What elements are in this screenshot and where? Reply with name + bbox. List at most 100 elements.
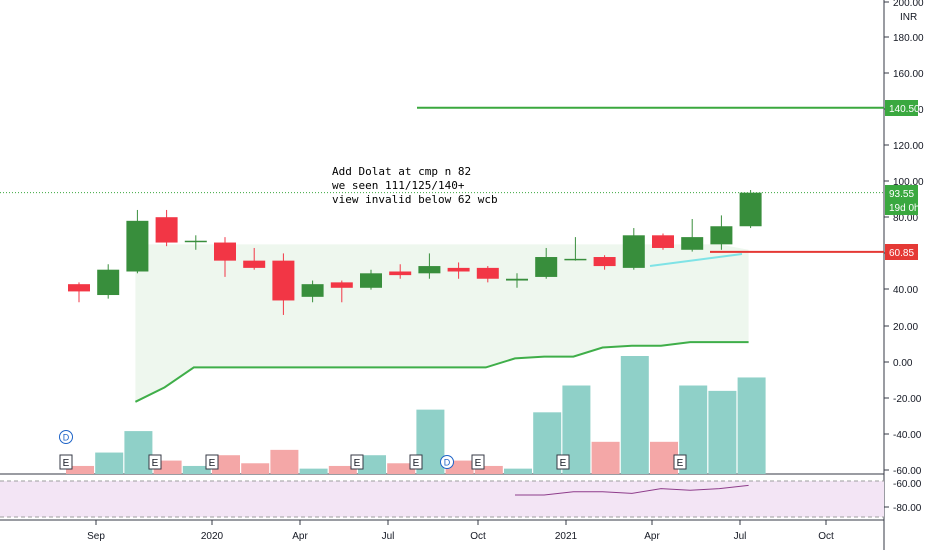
x-tick-label: 2021 bbox=[555, 531, 578, 542]
volume-bar bbox=[241, 463, 270, 474]
trail-line bbox=[649, 253, 743, 267]
y-tick-label: 100.00 bbox=[893, 177, 924, 188]
x-tick-label: Apr bbox=[292, 531, 308, 542]
earnings-marker bbox=[205, 454, 219, 470]
time-axis[interactable]: Sep 2020 Apr Jul Oct 2021 Apr Jul Oct bbox=[87, 520, 834, 542]
y-tick-label: 40.00 bbox=[893, 285, 918, 296]
event-markers: E E E E E E E E D D bbox=[59, 430, 687, 470]
earnings-marker-label: E bbox=[560, 458, 567, 469]
band-layer bbox=[134, 244, 749, 403]
x-tick-label: Jul bbox=[382, 531, 395, 542]
candle-body bbox=[418, 266, 441, 274]
candle-body bbox=[126, 220, 149, 272]
volume-bar bbox=[358, 455, 386, 474]
target-price-text: 140.50 bbox=[889, 104, 920, 115]
y-tick-label: -20.00 bbox=[893, 394, 922, 405]
candle-body bbox=[155, 217, 178, 243]
earnings-marker bbox=[471, 454, 485, 470]
y-tick-label: 20.00 bbox=[893, 322, 918, 333]
candle-body bbox=[360, 273, 382, 288]
volume-bar bbox=[504, 468, 532, 474]
candle-body bbox=[68, 284, 90, 292]
volume-bar bbox=[328, 465, 357, 474]
earnings-marker-label: E bbox=[475, 458, 482, 469]
y-tick-label: 80.00 bbox=[893, 213, 918, 224]
candle-body bbox=[184, 240, 207, 243]
candle-body bbox=[272, 260, 295, 301]
earnings-marker-label: E bbox=[354, 458, 361, 469]
annotation-line-3: view invalid below 62 wcb bbox=[332, 193, 498, 206]
rsi-tick-label: -80.00 bbox=[893, 503, 922, 514]
y-tick-label: 200.00 bbox=[893, 0, 924, 9]
candle-body bbox=[535, 257, 558, 277]
earnings-marker-label: E bbox=[677, 458, 684, 469]
target-price-badge: 140.50 bbox=[885, 100, 920, 116]
volume-bar bbox=[182, 465, 211, 474]
x-tick-label: 2020 bbox=[201, 531, 224, 542]
level-layer bbox=[0, 106, 884, 253]
rsi-background bbox=[0, 481, 884, 517]
candle-body bbox=[739, 192, 762, 227]
volume-bar bbox=[124, 431, 153, 474]
dividend-marker-label: D bbox=[63, 433, 70, 443]
x-tick-label: Sep bbox=[87, 531, 105, 542]
volume-bar bbox=[212, 455, 240, 474]
candle-body bbox=[97, 269, 120, 296]
dividend-marker bbox=[440, 455, 454, 469]
band-area bbox=[135, 244, 749, 402]
candle-body bbox=[389, 271, 412, 276]
earnings-marker-label: E bbox=[63, 458, 70, 469]
candle-body bbox=[476, 267, 499, 279]
candle-body bbox=[214, 242, 236, 261]
candle-body bbox=[330, 282, 353, 288]
earnings-marker bbox=[350, 454, 364, 470]
volume-bar bbox=[270, 449, 299, 474]
dividend-marker-label: D bbox=[444, 458, 451, 468]
rsi-line bbox=[515, 484, 749, 496]
earnings-marker-label: E bbox=[209, 458, 216, 469]
x-tick-label: Oct bbox=[818, 531, 834, 542]
candle-body bbox=[564, 258, 587, 261]
earnings-marker bbox=[673, 454, 687, 470]
volume-bar bbox=[299, 468, 328, 474]
candle-body bbox=[243, 260, 266, 268]
y-tick-label: 120.00 bbox=[893, 141, 924, 152]
volume-bar bbox=[650, 441, 678, 474]
dividend-marker bbox=[59, 430, 73, 444]
annotation-line-1: Add Dolat at cmp n 82 bbox=[332, 165, 471, 178]
volume-bar bbox=[591, 441, 620, 474]
earnings-marker bbox=[59, 454, 73, 470]
y-tick-label: -60.00 bbox=[893, 466, 922, 477]
volume-bar bbox=[66, 465, 94, 474]
candle-layer bbox=[68, 190, 762, 496]
earnings-marker bbox=[556, 454, 570, 470]
rsi-tick-label: -60.00 bbox=[893, 479, 922, 490]
last-price-badge: 93.55 19d 0h bbox=[885, 185, 920, 215]
x-tick-label: Apr bbox=[644, 531, 660, 542]
x-tick-label: Oct bbox=[470, 531, 486, 542]
candle-body bbox=[593, 257, 616, 267]
volume-bar bbox=[474, 465, 503, 474]
stop-price-badge: 60.85 bbox=[885, 244, 918, 260]
candle-body bbox=[652, 235, 674, 248]
support-line bbox=[134, 341, 749, 403]
earnings-marker-label: E bbox=[152, 458, 159, 469]
candle-body bbox=[447, 267, 470, 272]
price-axis[interactable]: 200.00180.00160.00140.00120.00100.0080.0… bbox=[884, 0, 924, 514]
stop-price-text: 60.85 bbox=[889, 248, 914, 259]
currency-label: INR bbox=[900, 12, 917, 23]
candle-body bbox=[506, 278, 528, 281]
y-tick-label: 0.00 bbox=[893, 358, 913, 369]
x-tick-label: Jul bbox=[734, 531, 747, 542]
volume-bar bbox=[737, 377, 766, 474]
y-tick-label: 160.00 bbox=[893, 69, 924, 80]
candle-body bbox=[681, 237, 704, 250]
earnings-marker bbox=[409, 454, 423, 470]
volume-bar bbox=[620, 356, 649, 474]
candle-body bbox=[301, 284, 324, 297]
earnings-marker-label: E bbox=[413, 458, 420, 469]
candle-body bbox=[710, 226, 733, 245]
volume-bar bbox=[387, 463, 416, 474]
last-price-text: 93.55 bbox=[889, 189, 914, 200]
